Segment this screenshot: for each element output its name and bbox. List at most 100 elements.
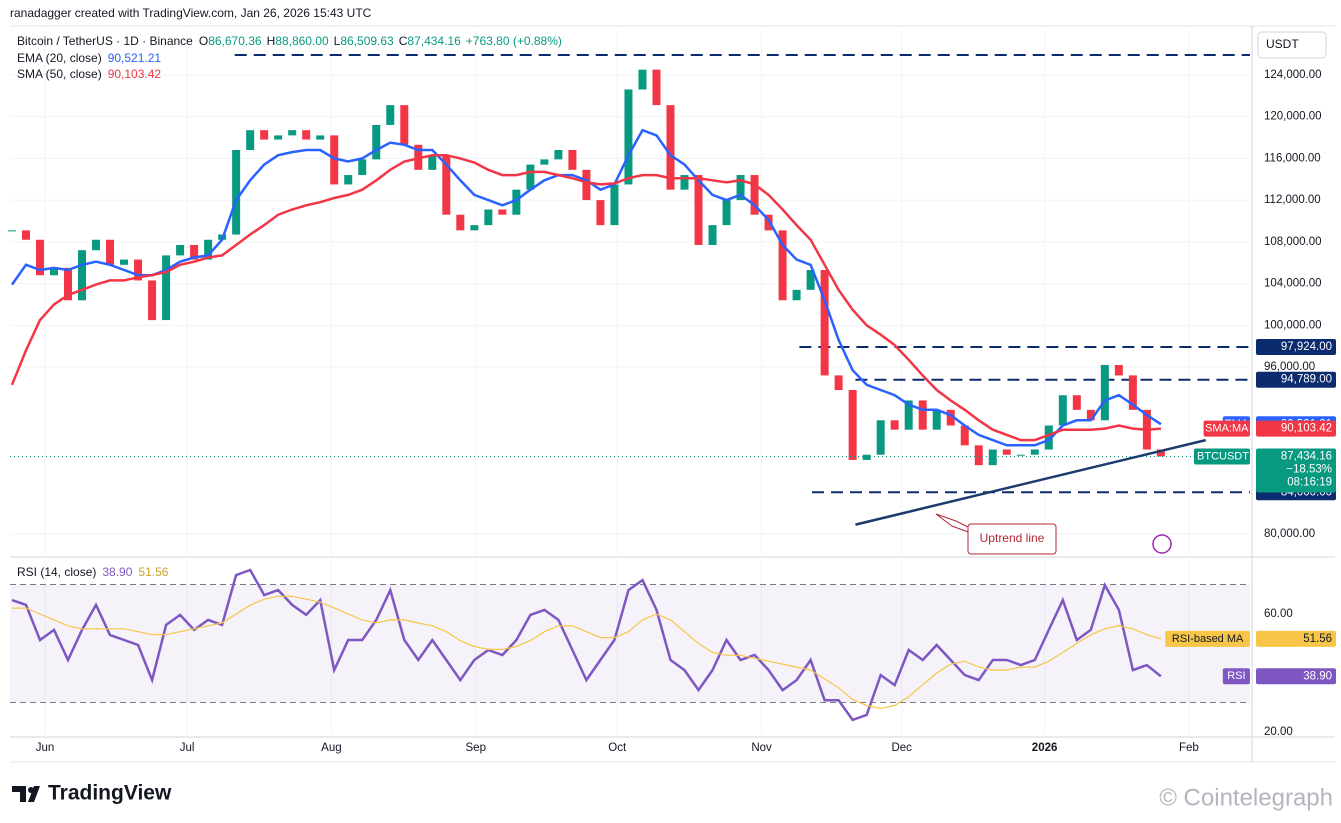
legend-name: SMA (50, close) <box>17 67 102 81</box>
candle <box>1086 409 1095 421</box>
candle <box>736 175 745 201</box>
value-badge <box>1256 668 1336 685</box>
callout-box <box>967 523 1057 555</box>
candle <box>806 270 815 290</box>
price-badge-text: −18.53% <box>1286 463 1332 475</box>
candle <box>764 214 773 231</box>
value-badge-text: 51.56 <box>1303 633 1332 645</box>
candle <box>708 225 717 245</box>
brand: TradingView <box>48 782 172 805</box>
series-line <box>11 568 1162 722</box>
candle <box>120 259 129 265</box>
y-tick-label: 80,000.00 <box>1264 528 1315 540</box>
value-badge-text: 38.90 <box>1303 670 1332 682</box>
y-tick-label: 116,000.00 <box>1264 152 1321 164</box>
candle <box>666 105 675 190</box>
attribution: ranadagger created with TradingView.com,… <box>10 6 372 20</box>
x-tick-label: Nov <box>751 742 772 754</box>
level-badge <box>1256 338 1336 355</box>
price-badge <box>1256 448 1336 493</box>
candle <box>21 230 30 240</box>
candle <box>1072 395 1081 410</box>
legend-value: 38.90 <box>102 565 132 579</box>
candle <box>49 267 58 276</box>
candle <box>582 169 591 201</box>
candle <box>694 175 703 245</box>
candle <box>820 270 829 376</box>
legend: Bitcoin / TetherUS · 1D · Binance O86,670… <box>17 34 562 48</box>
candle <box>638 69 647 90</box>
series-line <box>10 128 1162 447</box>
value-badge-text: 90,103.42 <box>1281 423 1332 435</box>
candle <box>750 175 759 215</box>
candle <box>316 135 325 140</box>
value-badge <box>1256 420 1336 437</box>
candle <box>680 175 689 190</box>
x-tick-label: Feb <box>1179 742 1199 754</box>
candle <box>470 225 479 231</box>
candle <box>596 200 605 226</box>
candle <box>988 449 997 466</box>
legend-value: 90,521.21 <box>108 51 162 65</box>
candle <box>512 189 521 215</box>
ohlc-value: 88,860.00 <box>275 34 329 48</box>
alert-icon[interactable] <box>1152 534 1172 554</box>
candle <box>778 230 787 301</box>
candle <box>918 400 927 430</box>
badge-tag-text: SMA:MA <box>1205 422 1249 434</box>
candle <box>456 214 465 231</box>
price-badge-text: 08:16:19 <box>1287 476 1332 488</box>
candle <box>498 209 507 215</box>
candle <box>540 159 549 165</box>
legend-value: 51.56 <box>138 565 168 579</box>
x-tick-label: Sep <box>466 742 486 754</box>
candle <box>792 289 801 301</box>
candle <box>890 420 899 430</box>
y-tick-label: 124,000.00 <box>1264 69 1322 81</box>
legend: SMA (50, close) 90,103.42 <box>17 67 161 81</box>
candle <box>624 89 633 185</box>
badge-tag-text: BTCUSDT <box>1197 450 1249 462</box>
candle <box>78 250 87 301</box>
rsi-tick-label: 60.00 <box>1264 608 1293 620</box>
candle <box>946 409 955 426</box>
candle <box>400 105 409 145</box>
level-badge <box>1256 371 1336 388</box>
candle <box>204 239 213 260</box>
candle <box>190 244 199 260</box>
candle <box>176 244 185 256</box>
plot: Jun Jul Aug Sep Oct Nov Dec 2026 Feb 80,000.00 96,… <box>7 30 1336 754</box>
value-badge <box>1256 630 1336 647</box>
x-tick-label: Aug <box>321 742 341 754</box>
candle <box>1058 395 1067 426</box>
currency-button[interactable] <box>1257 31 1327 59</box>
level-badge-text: 97,924.00 <box>1281 341 1332 353</box>
candle <box>330 135 339 185</box>
candle <box>526 164 535 190</box>
ohlc-value: 86,509.63 <box>340 34 394 48</box>
candle <box>1030 449 1039 455</box>
trendline <box>855 438 1207 526</box>
price-badge-text: 87,434.16 <box>1281 450 1332 462</box>
candle <box>246 130 255 151</box>
y-tick-label: 112,000.00 <box>1264 194 1321 206</box>
callout-text: Uptrend line <box>980 531 1045 545</box>
candle <box>834 375 843 391</box>
candle <box>64 267 73 301</box>
currency: USDT <box>1266 37 1299 51</box>
candle <box>232 150 241 235</box>
candle <box>1002 449 1011 455</box>
ohlc-value: 87,434.16 <box>407 34 461 48</box>
candle <box>428 155 437 170</box>
candle <box>1114 364 1123 376</box>
ohlc-key: L <box>334 34 341 48</box>
candle <box>722 200 731 226</box>
watermark: © Cointelegraph <box>1159 784 1333 811</box>
rsi-tick-label: 20.00 <box>1264 726 1293 738</box>
candle <box>106 239 115 265</box>
logo-dot <box>28 787 34 793</box>
candle <box>1128 375 1137 410</box>
candle <box>372 124 381 160</box>
badge-tag-text: RSI-based MA <box>1172 633 1244 645</box>
